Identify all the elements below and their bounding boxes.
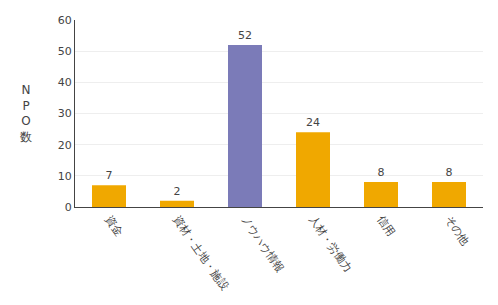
svg-text:その他: その他 bbox=[442, 213, 472, 247]
svg-text:資金: 資金 bbox=[102, 213, 125, 238]
svg-text:資材・土地・施設: 資材・土地・施設 bbox=[170, 213, 231, 293]
svg-text:24: 24 bbox=[306, 116, 320, 129]
svg-text:2: 2 bbox=[174, 185, 181, 198]
svg-text:NPO数: NPO数 bbox=[20, 83, 32, 144]
svg-text:信用: 信用 bbox=[374, 213, 397, 238]
svg-text:50: 50 bbox=[58, 45, 72, 58]
svg-text:8: 8 bbox=[378, 166, 385, 179]
svg-text:60: 60 bbox=[58, 14, 72, 27]
svg-text:0: 0 bbox=[65, 201, 72, 214]
svg-text:52: 52 bbox=[238, 29, 252, 42]
svg-text:20: 20 bbox=[58, 139, 72, 152]
svg-text:10: 10 bbox=[58, 170, 72, 183]
svg-text:30: 30 bbox=[58, 107, 72, 120]
svg-text:40: 40 bbox=[58, 76, 72, 89]
svg-text:人材・労働力: 人材・労働力 bbox=[306, 213, 355, 275]
svg-text:7: 7 bbox=[106, 169, 113, 182]
svg-text:ノウハウ情報: ノウハウ情報 bbox=[238, 213, 287, 275]
svg-text:8: 8 bbox=[446, 166, 453, 179]
